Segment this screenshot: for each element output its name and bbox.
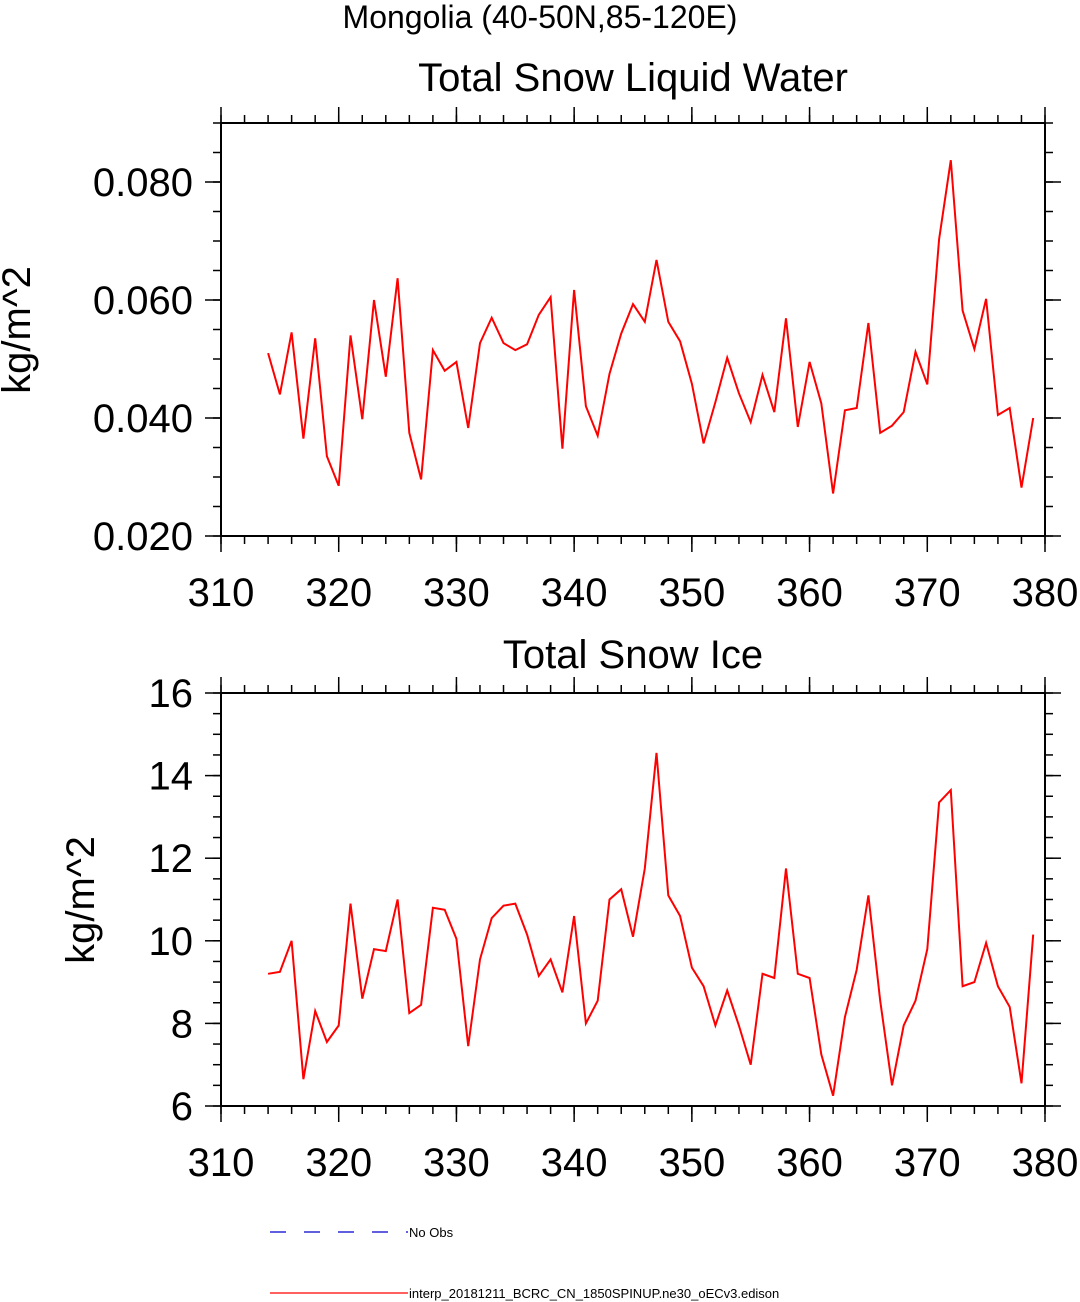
y-tick-label: 6 — [171, 1085, 193, 1129]
snow-ice-panel: Total Snow Ice kg/m^2 310 320 330 340 350 360… — [59, 633, 1078, 1185]
y-tick-label: 14 — [149, 755, 194, 799]
x-tick-label: 370 — [894, 571, 961, 615]
y-tick-label: 10 — [149, 920, 194, 964]
plot-frame — [220, 122, 1046, 537]
x-tick-label: 370 — [894, 1141, 961, 1185]
y-tick-label: 0.020 — [93, 515, 193, 559]
x-tick-label: 330 — [423, 1141, 490, 1185]
legend-label: interp_20181211_BCRC_CN_1850SPINUP.ne30_… — [409, 1286, 779, 1301]
legend-label: No Obs — [409, 1225, 454, 1240]
series-group — [267, 160, 1035, 494]
y-tick-label: 0.060 — [93, 279, 193, 323]
series-group — [267, 752, 1035, 1096]
x-tick-label: 350 — [658, 1141, 725, 1185]
axis-ticks — [205, 677, 1061, 1122]
x-tick-label: 350 — [658, 571, 725, 615]
x-tick-label: 320 — [305, 571, 372, 615]
y-tick-label: 0.080 — [93, 161, 193, 205]
x-tick-label: 310 — [188, 1141, 255, 1185]
x-tick-label: 380 — [1012, 1141, 1079, 1185]
axis-ticks — [205, 107, 1061, 552]
x-tick-label: 320 — [305, 1141, 372, 1185]
panel-title: Total Snow Liquid Water — [418, 56, 848, 100]
y-tick-label: 0.040 — [93, 397, 193, 441]
panel-title: Total Snow Ice — [503, 633, 763, 677]
x-tick-label: 330 — [423, 571, 490, 615]
series-line — [267, 160, 1035, 494]
x-tick-label: 360 — [776, 571, 843, 615]
x-tick-label: 340 — [541, 571, 608, 615]
series-line — [267, 752, 1035, 1096]
x-tick-label: 380 — [1012, 571, 1079, 615]
x-tick-label: 360 — [776, 1141, 843, 1185]
y-axis-label: kg/m^2 — [59, 836, 103, 964]
tick-labels: 310 320 330 340 350 360 370 380 6 8 10 12 14 16 — [149, 672, 1079, 1185]
plot-frame — [220, 692, 1046, 1107]
x-tick-label: 310 — [188, 571, 255, 615]
legend-item-model-run: interp_20181211_BCRC_CN_1850SPINUP.ne30_… — [270, 1286, 779, 1301]
legend: No Obs interp_20181211_BCRC_CN_1850SPINU… — [270, 1225, 779, 1301]
y-tick-label: 8 — [171, 1002, 193, 1046]
y-tick-label: 12 — [149, 837, 194, 881]
x-tick-label: 340 — [541, 1141, 608, 1185]
tick-labels: 310 320 330 340 350 360 370 380 0.020 0.040 0.060 0… — [93, 161, 1078, 615]
snow-liquid-water-panel: Total Snow Liquid Water kg/m^2 310 320 330… — [0, 56, 1078, 615]
y-axis-label: kg/m^2 — [0, 266, 39, 394]
page-title: Mongolia (40-50N,85-120E) — [343, 0, 738, 35]
y-tick-label: 16 — [149, 672, 194, 716]
legend-item-no-obs: No Obs — [270, 1225, 454, 1240]
